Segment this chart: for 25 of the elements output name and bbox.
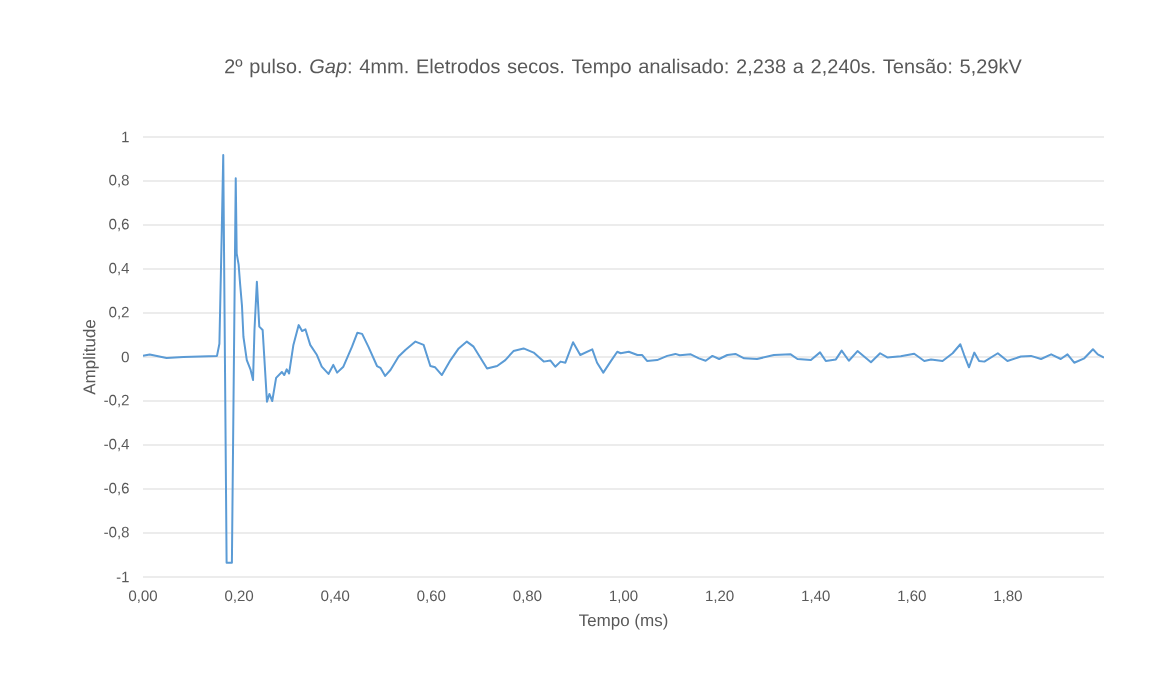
y-tick-label: -0,6 — [104, 482, 129, 496]
x-tick-label: 0,20 — [225, 590, 254, 603]
y-axis-title: Amplitude — [82, 319, 99, 395]
y-tick-label: 0,4 — [109, 262, 130, 276]
x-axis-title: Tempo (ms) — [579, 613, 668, 630]
y-tick-label: 0 — [121, 351, 129, 363]
y-tick-label: -1 — [116, 571, 129, 583]
x-tick-label: 0,00 — [128, 590, 157, 603]
y-tick-label: 0,2 — [109, 306, 129, 320]
x-tick-label: 0,60 — [417, 590, 446, 603]
x-tick-label: 0,80 — [513, 590, 542, 603]
chart-title: 2º pulso. Gap: 4mm. Eletrodos secos. Tempo analisado: 2,238 a 2,240s. Tensão: 5,29kV — [225, 58, 1022, 78]
y-tick-label: -0,4 — [104, 438, 130, 452]
x-tick-label: 1,00 — [610, 590, 638, 603]
x-tick-label: 1,40 — [802, 590, 830, 603]
y-tick-label: 0,6 — [109, 218, 129, 232]
x-tick-label: 0,40 — [321, 590, 350, 603]
y-tick-label: 1 — [122, 131, 129, 143]
line-series — [143, 154, 1105, 564]
y-tick-label: -0,8 — [104, 526, 129, 540]
x-tick-label: 1,60 — [898, 590, 926, 603]
x-tick-label: 1,80 — [994, 590, 1022, 603]
x-tick-label: 1,20 — [706, 590, 734, 603]
y-tick-label: -0,2 — [104, 394, 129, 408]
y-tick-label: 0,8 — [109, 174, 129, 188]
